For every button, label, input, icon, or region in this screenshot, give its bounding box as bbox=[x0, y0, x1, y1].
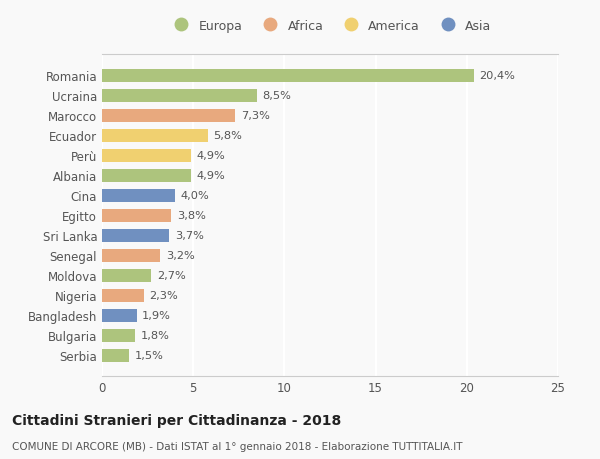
Text: COMUNE DI ARCORE (MB) - Dati ISTAT al 1° gennaio 2018 - Elaborazione TUTTITALIA.: COMUNE DI ARCORE (MB) - Dati ISTAT al 1°… bbox=[12, 441, 463, 451]
Text: 8,5%: 8,5% bbox=[263, 91, 292, 101]
Bar bbox=[102, 110, 235, 123]
Text: 3,7%: 3,7% bbox=[175, 231, 204, 241]
Bar bbox=[102, 129, 208, 142]
Text: Cittadini Stranieri per Cittadinanza - 2018: Cittadini Stranieri per Cittadinanza - 2… bbox=[12, 414, 341, 428]
Text: 4,9%: 4,9% bbox=[197, 171, 226, 181]
Text: 3,8%: 3,8% bbox=[177, 211, 206, 221]
Bar bbox=[102, 150, 191, 162]
Bar bbox=[102, 329, 135, 342]
Text: 7,3%: 7,3% bbox=[241, 111, 269, 121]
Bar bbox=[102, 309, 137, 322]
Text: 5,8%: 5,8% bbox=[213, 131, 242, 141]
Bar bbox=[102, 189, 175, 202]
Text: 4,0%: 4,0% bbox=[181, 191, 209, 201]
Bar bbox=[102, 70, 474, 83]
Bar bbox=[102, 249, 160, 262]
Text: 2,3%: 2,3% bbox=[149, 291, 178, 301]
Legend: Europa, Africa, America, Asia: Europa, Africa, America, Asia bbox=[169, 20, 491, 33]
Bar bbox=[102, 349, 130, 362]
Text: 1,5%: 1,5% bbox=[135, 350, 164, 360]
Text: 1,9%: 1,9% bbox=[142, 310, 171, 320]
Bar bbox=[102, 229, 169, 242]
Text: 3,2%: 3,2% bbox=[166, 251, 194, 261]
Bar bbox=[102, 90, 257, 102]
Text: 2,7%: 2,7% bbox=[157, 270, 185, 280]
Bar bbox=[102, 289, 144, 302]
Text: 1,8%: 1,8% bbox=[140, 330, 169, 340]
Bar bbox=[102, 169, 191, 182]
Text: 4,9%: 4,9% bbox=[197, 151, 226, 161]
Bar bbox=[102, 209, 172, 222]
Text: 20,4%: 20,4% bbox=[479, 71, 515, 81]
Bar bbox=[102, 269, 151, 282]
